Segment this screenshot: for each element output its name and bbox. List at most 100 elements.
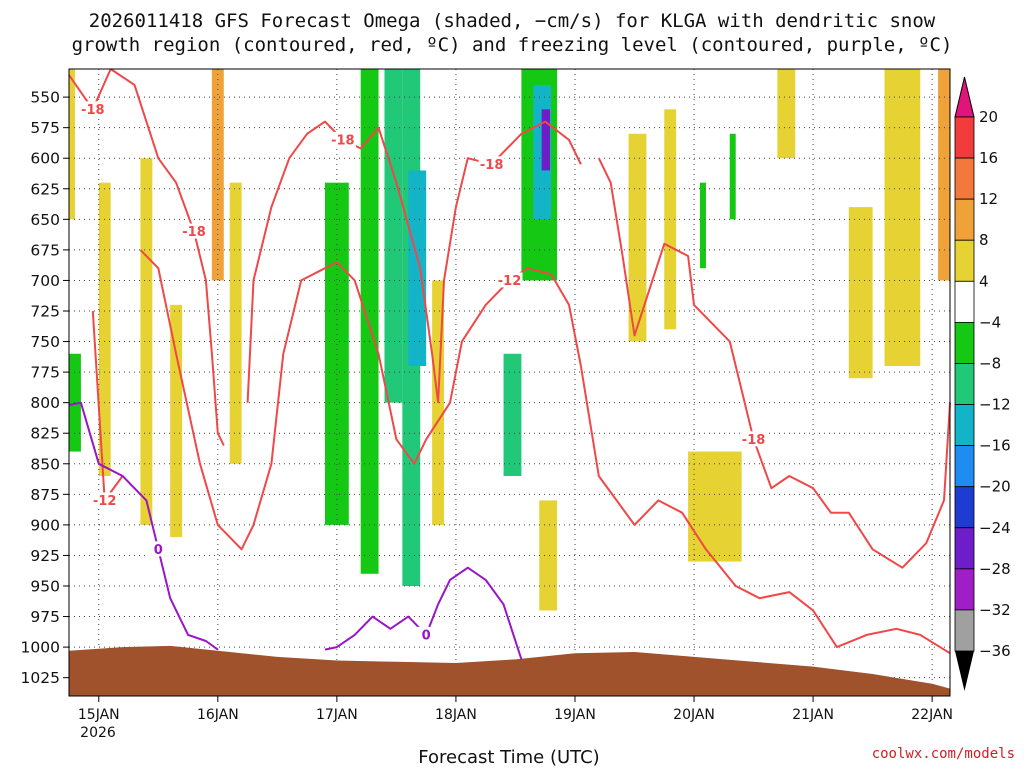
red-contour-4-label: -18 (742, 433, 766, 448)
omega-shade-16 (541, 109, 550, 171)
x-tick-label-6: 21JAN (792, 707, 834, 723)
y-tick-label-9: 775 (30, 364, 60, 382)
omega-shade-26 (938, 69, 950, 281)
colorbar-cell-7 (954, 363, 975, 405)
purple-contour-0 (68, 401, 219, 651)
y-tick-label-16: 950 (30, 578, 60, 596)
colorbar-label-10: −24 (979, 519, 1011, 537)
colorbar-label-12: −32 (979, 601, 1011, 619)
omega-shade-5 (229, 182, 242, 464)
omega-shade-11 (408, 170, 427, 366)
omega-shade-1 (98, 182, 111, 476)
omega-shade-25 (884, 69, 921, 366)
x-tick-year: 2026 (80, 725, 116, 741)
colorbar-label-0: 20 (979, 108, 998, 126)
colorbar-cell-11 (954, 527, 975, 570)
omega-shade-0 (69, 69, 75, 220)
terrain-layer (69, 645, 950, 696)
red-contour-3-label-bg (478, 156, 505, 172)
y-tick-label-11: 825 (30, 425, 60, 443)
red-contour-2-label-bg (329, 131, 356, 147)
colorbar-cell-last (954, 609, 975, 652)
red-contour-1-label-bg (181, 223, 208, 239)
colorbar-cell-12 (954, 568, 975, 611)
y-tick-label-19: 1025 (21, 669, 60, 687)
x-tick-label-1: 16JAN (197, 707, 239, 723)
omega-shade-13 (503, 353, 522, 476)
contour-layer: -18 -18 -18 -18 -18 -12 -12 0 0 (68, 68, 951, 660)
red-contour-6-label-bg (496, 272, 523, 288)
x-tick-label-2: 17JAN (316, 707, 358, 723)
x-tick-label-7: 22JAN (911, 707, 953, 723)
y-axis: 550 575 600 625 650 675 700 725 750 775 800 825 850 8… (21, 89, 69, 687)
red-contour-5-label-bg (91, 492, 118, 508)
credit-link[interactable]: coolwx.com/models (872, 746, 1015, 762)
plot-frame (68, 68, 951, 697)
colorbar-cell-10 (954, 486, 975, 529)
red-contour-0-label-bg (79, 101, 106, 117)
colorbar-cell-6 (954, 321, 975, 364)
purple-contour-1-label-bg (413, 626, 440, 642)
y-tick-label-17: 975 (30, 608, 60, 626)
purple-contour-0-label-bg (145, 541, 172, 557)
colorbar-cell-9 (954, 445, 975, 488)
colorbar-cell-5 (954, 280, 975, 323)
red-contour-6 (139, 249, 951, 655)
x-tick-label-5: 20JAN (673, 707, 715, 723)
omega-shade-24 (848, 207, 873, 379)
y-tick-label-6: 700 (30, 272, 60, 290)
colorbar-label-6: −8 (979, 354, 1001, 372)
colorbar-bottom-arrow (955, 651, 974, 691)
y-tick-label-14: 900 (30, 516, 60, 534)
omega-shade-3 (170, 304, 183, 538)
red-contour-6-label: -12 (498, 274, 522, 289)
y-tick-label-8: 750 (30, 333, 60, 351)
omega-shade-23 (777, 69, 796, 159)
colorbar-cell-1 (954, 116, 975, 159)
y-tick-label-7: 725 (30, 303, 60, 321)
colorbar-cell-2 (954, 157, 975, 200)
y-tick-label-15: 925 (30, 547, 60, 565)
omega-shade-8 (360, 69, 379, 574)
colorbar-label-8: −16 (979, 437, 1011, 455)
x-axis-label: Forecast Time (UTC) (418, 747, 599, 768)
omega-shade-19 (664, 109, 677, 330)
colorbar-label-4: 4 (979, 272, 989, 290)
colorbar-label-2: 12 (979, 190, 998, 208)
x-axis: 15JAN 16JAN 17JAN 18JAN 19JAN 20JAN 21JAN 22JAN (78, 696, 953, 723)
chart-title-line1: 2026011418 GFS Forecast Omega (shaded, −… (89, 10, 936, 32)
red-contour-5-label: -12 (93, 494, 117, 509)
colorbar-label-9: −20 (979, 478, 1011, 496)
y-tick-label-5: 675 (30, 241, 60, 259)
y-tick-label-12: 850 (30, 455, 60, 473)
y-tick-label-2: 600 (30, 150, 60, 168)
omega-shade-20 (699, 182, 706, 269)
y-tick-label-4: 650 (30, 211, 60, 229)
y-tick-label-10: 800 (30, 394, 60, 412)
omega-shade-18 (628, 133, 647, 342)
chart-title-line2: growth region (contoured, red, ºC) and f… (72, 34, 953, 56)
colorbar-label-11: −28 (979, 560, 1011, 578)
y-tick-label-18: 1000 (21, 639, 60, 657)
colorbar-cell-3 (954, 198, 975, 241)
colorbar-cell-8 (954, 404, 975, 447)
red-contour-2-label: -18 (331, 133, 355, 148)
x-tick-label-3: 18JAN (435, 707, 477, 723)
colorbar: 20 16 12 8 4 −4 −8 −12 −16 −20 −24 −28 −32 −36 (954, 76, 1011, 691)
purple-contour-0-label: 0 (154, 543, 163, 558)
colorbar-label-3: 8 (979, 231, 989, 249)
y-tick-label-0: 550 (30, 89, 60, 107)
colorbar-cell-4 (954, 239, 975, 282)
x-tick-label-4: 19JAN (554, 707, 596, 723)
y-tick-label-13: 875 (30, 486, 60, 504)
omega-shade-17 (539, 500, 558, 611)
omega-shade-21 (729, 133, 736, 220)
colorbar-label-5: −4 (979, 313, 1001, 331)
omega-shade-2 (140, 158, 153, 525)
y-tick-label-3: 625 (30, 180, 60, 198)
red-contour-1-label: -18 (182, 225, 206, 240)
purple-contour-1-label: 0 (422, 628, 431, 643)
x-tick-label-0: 15JAN (78, 707, 120, 723)
y-tick-label-1: 575 (30, 119, 60, 137)
